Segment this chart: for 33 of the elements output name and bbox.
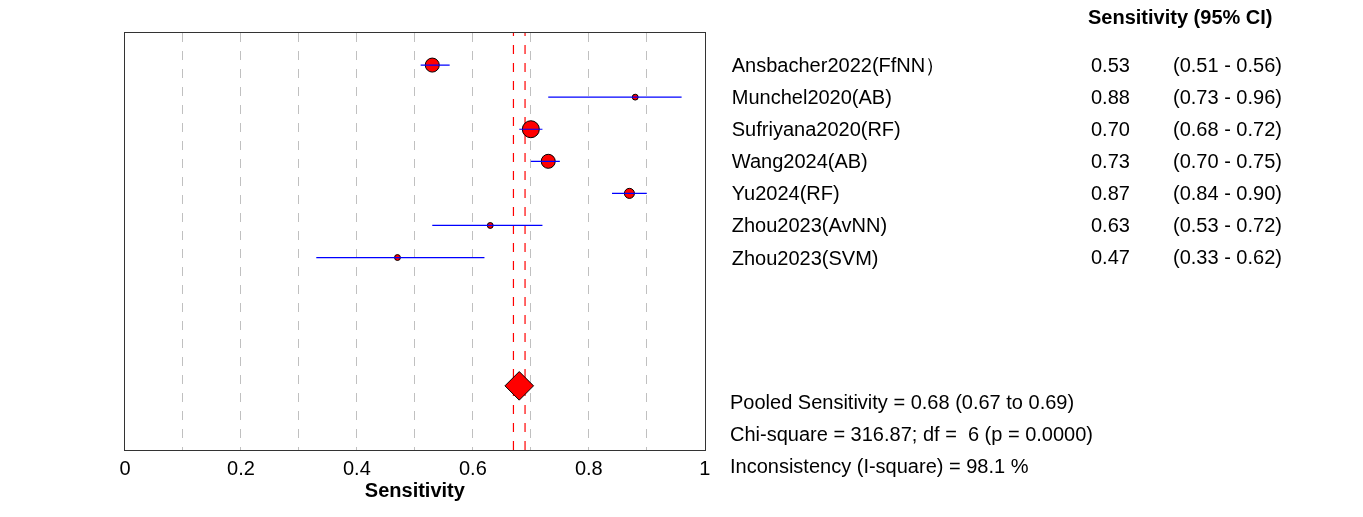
text: (0.68 - 0.72) — [1173, 118, 1282, 140]
x-tick-label: 0.8 — [574, 457, 603, 479]
data-label: 0.88 — [1091, 86, 1130, 108]
x-tick-label: 0.6 — [458, 457, 487, 479]
text: (0.84 - 0.90) — [1173, 182, 1282, 204]
text: (0.53 - 0.72) — [1173, 214, 1282, 236]
data-label: 0.73 — [1091, 150, 1130, 172]
x-tick-label: 0 — [119, 457, 131, 479]
data-label: 0.70 — [1091, 118, 1130, 140]
text: (0.51 - 0.56) — [1173, 54, 1282, 76]
data-label: 0.47 — [1091, 246, 1130, 268]
point — [504, 371, 535, 401]
text: (0.33 - 0.62) — [1173, 246, 1282, 268]
x-tick-label: 0.4 — [342, 457, 371, 479]
y-tick-label: Sufriyana2020(RF) — [731, 118, 901, 141]
text: Pooled Sensitivity = 0.68 (0.67 to 0.69) — [730, 391, 1075, 413]
data-label: 0.87 — [1091, 182, 1130, 204]
y-tick-label: Yu2024(RF) — [731, 182, 840, 205]
text: Chi-square = 316.87; df = 6 (p = 0.0000) — [730, 423, 1094, 445]
data-label: 0.53 — [1091, 54, 1130, 76]
y-tick-label: Zhou2023(SVM) — [731, 246, 879, 269]
text: (0.73 - 0.96) — [1173, 86, 1282, 108]
text: (0.70 - 0.75) — [1173, 150, 1282, 172]
x-tick-label: 1 — [699, 457, 711, 479]
x-tick-label: 0.2 — [227, 457, 255, 479]
text: Inconsistency (I-square) = 98.1 % — [730, 455, 1029, 477]
data-label: 0.63 — [1091, 214, 1130, 236]
y-tick-label: Munchel2020(AB) — [731, 86, 892, 109]
y-tick-label: Ansbacher2022(FfNN） — [731, 54, 946, 77]
text: Sensitivity (95% CI) — [1088, 6, 1273, 28]
y-tick-label: Wang2024(AB) — [731, 150, 868, 173]
x-axis-title: Sensitivity — [364, 479, 466, 501]
y-tick-label: Zhou2023(AvNN) — [731, 214, 888, 237]
